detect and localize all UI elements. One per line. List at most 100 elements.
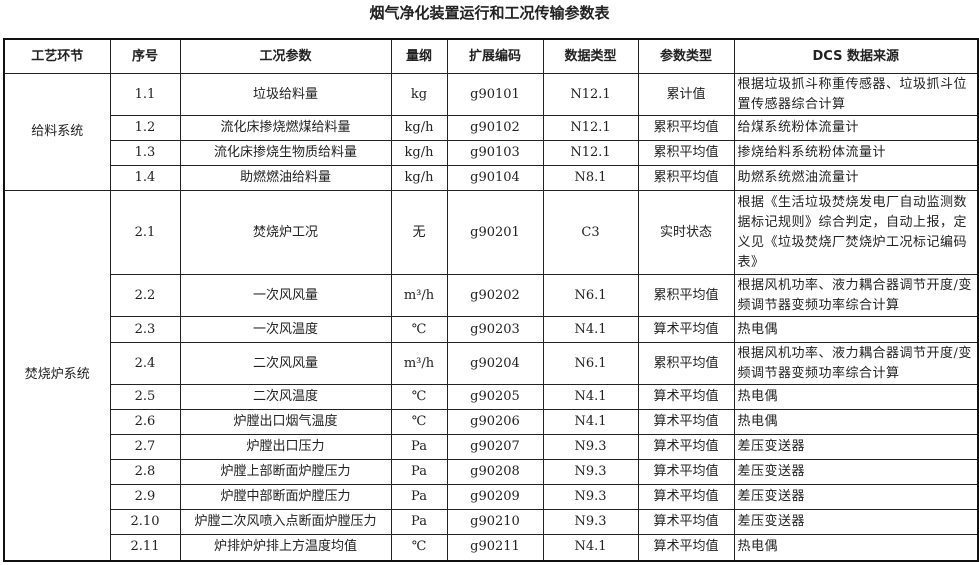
seq-cell: 2.8 <box>109 459 181 485</box>
param-cell: 一次风温度 <box>179 316 392 343</box>
seq-cell: 2.6 <box>109 409 181 435</box>
seq-cell: 1.3 <box>109 140 181 166</box>
code-cell: g90202 <box>446 274 544 317</box>
table-row: 1.3 流化床掺烧生物质给料量 kg/h g90103 N12.1 累积平均值 掺烧给料系统… <box>4 140 979 166</box>
dtype-cell: N9.3 <box>542 484 639 510</box>
unit-cell: Pa <box>390 434 448 460</box>
table-row: 2.2 一次风风量 m³/h g90202 N6.1 累积平均值 根据风机功率、液力耦合器调… <box>4 274 979 317</box>
param-cell: 流化床掺烧生物质给料量 <box>179 140 392 166</box>
table-row: 2.4 二次风风量 m³/h g90204 N6.1 累积平均值 根据风机功率、液力耦合器调… <box>4 342 979 385</box>
source-cell: 助燃系统燃油流量计 <box>733 165 979 191</box>
dtype-cell: N9.3 <box>542 509 639 535</box>
header-unit: 量纲 <box>390 38 448 74</box>
ptype-cell: 累积平均值 <box>637 115 735 141</box>
process-group-cell: 焚烧炉系统 <box>3 190 111 561</box>
ptype-cell: 算术平均值 <box>637 484 735 510</box>
dtype-cell: N12.1 <box>542 115 639 141</box>
unit-cell: ℃ <box>390 316 448 343</box>
unit-cell: ℃ <box>390 384 448 410</box>
seq-cell: 1.2 <box>109 115 181 141</box>
table-row: 1.2 流化床掺烧燃煤给料量 kg/h g90102 N12.1 累积平均值 给煤系统粉体流… <box>4 115 979 141</box>
dtype-cell: N4.1 <box>542 409 639 435</box>
code-cell: g90203 <box>446 316 544 343</box>
header-source: DCS 数据来源 <box>733 38 979 74</box>
code-cell: g90209 <box>446 484 544 510</box>
param-cell: 炉膛二次风喷入点断面炉膛压力 <box>179 509 392 535</box>
param-cell: 二次风风量 <box>179 342 392 385</box>
unit-cell: Pa <box>390 459 448 485</box>
dtype-cell: N12.1 <box>542 73 639 116</box>
source-cell: 热电偶 <box>733 534 979 561</box>
ptype-cell: 累积平均值 <box>637 342 735 385</box>
code-cell: g90102 <box>446 115 544 141</box>
seq-cell: 1.4 <box>109 165 181 191</box>
unit-cell: m³/h <box>390 274 448 317</box>
ptype-cell: 算术平均值 <box>637 434 735 460</box>
dtype-cell: N8.1 <box>542 165 639 191</box>
source-cell: 差压变送器 <box>733 459 979 485</box>
seq-cell: 2.3 <box>109 316 181 343</box>
source-cell: 热电偶 <box>733 384 979 410</box>
dtype-cell: N4.1 <box>542 316 639 343</box>
unit-cell: kg/h <box>390 115 448 141</box>
unit-cell: ℃ <box>390 409 448 435</box>
code-cell: g90101 <box>446 73 544 116</box>
ptype-cell: 累积平均值 <box>637 274 735 317</box>
unit-cell: kg/h <box>390 165 448 191</box>
table-title: 烟气净化装置运行和工况传输参数表 <box>369 4 610 22</box>
ptype-cell: 算术平均值 <box>637 384 735 410</box>
source-cell: 掺烧给料系统粉体流量计 <box>733 140 979 166</box>
parameter-table: 工艺环节 序号 工况参数 量纲 扩展编码 数据类型 参数类型 DCS 数据来源 … <box>3 38 979 562</box>
unit-cell: ℃ <box>390 534 448 561</box>
code-cell: g90206 <box>446 409 544 435</box>
unit-cell: Pa <box>390 484 448 510</box>
dtype-cell: N9.3 <box>542 434 639 460</box>
seq-cell: 2.5 <box>109 384 181 410</box>
header-process: 工艺环节 <box>3 38 111 74</box>
table-row: 1.4 助燃燃油给料量 kg/h g90104 N8.1 累积平均值 助燃系统燃油流量计 <box>4 165 979 191</box>
ptype-cell: 算术平均值 <box>637 409 735 435</box>
unit-cell: kg <box>390 73 448 116</box>
seq-cell: 2.1 <box>109 190 181 275</box>
param-cell: 炉膛出口压力 <box>179 434 392 460</box>
seq-cell: 2.9 <box>109 484 181 510</box>
source-cell: 根据《生活垃圾焚烧发电厂自动监测数据标记规则》综合判定，自动上报，定义见《垃圾焚… <box>733 190 979 275</box>
param-cell: 炉膛上部断面炉膛压力 <box>179 459 392 485</box>
header-param: 工况参数 <box>179 38 392 74</box>
param-cell: 炉膛出口烟气温度 <box>179 409 392 435</box>
table-row: 2.9 炉膛中部断面炉膛压力 Pa g90209 N9.3 算术平均值 差压变送器 <box>4 484 979 510</box>
source-cell: 热电偶 <box>733 316 979 343</box>
ptype-cell: 算术平均值 <box>637 459 735 485</box>
header-code: 扩展编码 <box>446 38 544 74</box>
dtype-cell: N4.1 <box>542 534 639 561</box>
unit-cell: kg/h <box>390 140 448 166</box>
process-group-cell: 给料系统 <box>3 73 111 191</box>
code-cell: g90103 <box>446 140 544 166</box>
source-cell: 给煤系统粉体流量计 <box>733 115 979 141</box>
code-cell: g90204 <box>446 342 544 385</box>
dtype-cell: N9.3 <box>542 459 639 485</box>
table-row: 2.8 炉膛上部断面炉膛压力 Pa g90208 N9.3 算术平均值 差压变送器 <box>4 459 979 485</box>
seq-cell: 2.10 <box>109 509 181 535</box>
source-cell: 热电偶 <box>733 409 979 435</box>
table-row: 给料系统 1.1 垃圾给料量 kg g90101 N12.1 累计值 根据垃圾抓斗称重传感器、… <box>3 73 979 191</box>
source-cell: 根据垃圾抓斗称重传感器、垃圾抓斗位置传感器综合计算 <box>733 73 979 116</box>
seq-cell: 2.11 <box>109 534 181 561</box>
unit-cell: m³/h <box>390 342 448 385</box>
table-row: 2.7 炉膛出口压力 Pa g90207 N9.3 算术平均值 差压变送器 <box>4 434 979 460</box>
source-cell: 根据风机功率、液力耦合器调节开度/变频调节器变频功率综合计算 <box>733 342 979 385</box>
code-cell: g90205 <box>446 384 544 410</box>
code-cell: g90104 <box>446 165 544 191</box>
code-cell: g90211 <box>446 534 544 561</box>
table-row: 2.10 炉膛二次风喷入点断面炉膛压力 Pa g90210 N9.3 算术平均值 差压变送器 <box>4 509 979 535</box>
header-ptype: 参数类型 <box>637 38 735 74</box>
table-row: 2.3 一次风温度 ℃ g90203 N4.1 算术平均值 热电偶 <box>4 316 979 343</box>
source-cell: 差压变送器 <box>733 484 979 510</box>
seq-cell: 2.2 <box>109 274 181 317</box>
ptype-cell: 算术平均值 <box>637 316 735 343</box>
source-cell: 差压变送器 <box>733 509 979 535</box>
ptype-cell: 算术平均值 <box>637 509 735 535</box>
header-seq: 序号 <box>109 38 181 74</box>
ptype-cell: 算术平均值 <box>637 534 735 561</box>
dtype-cell: N6.1 <box>542 274 639 317</box>
